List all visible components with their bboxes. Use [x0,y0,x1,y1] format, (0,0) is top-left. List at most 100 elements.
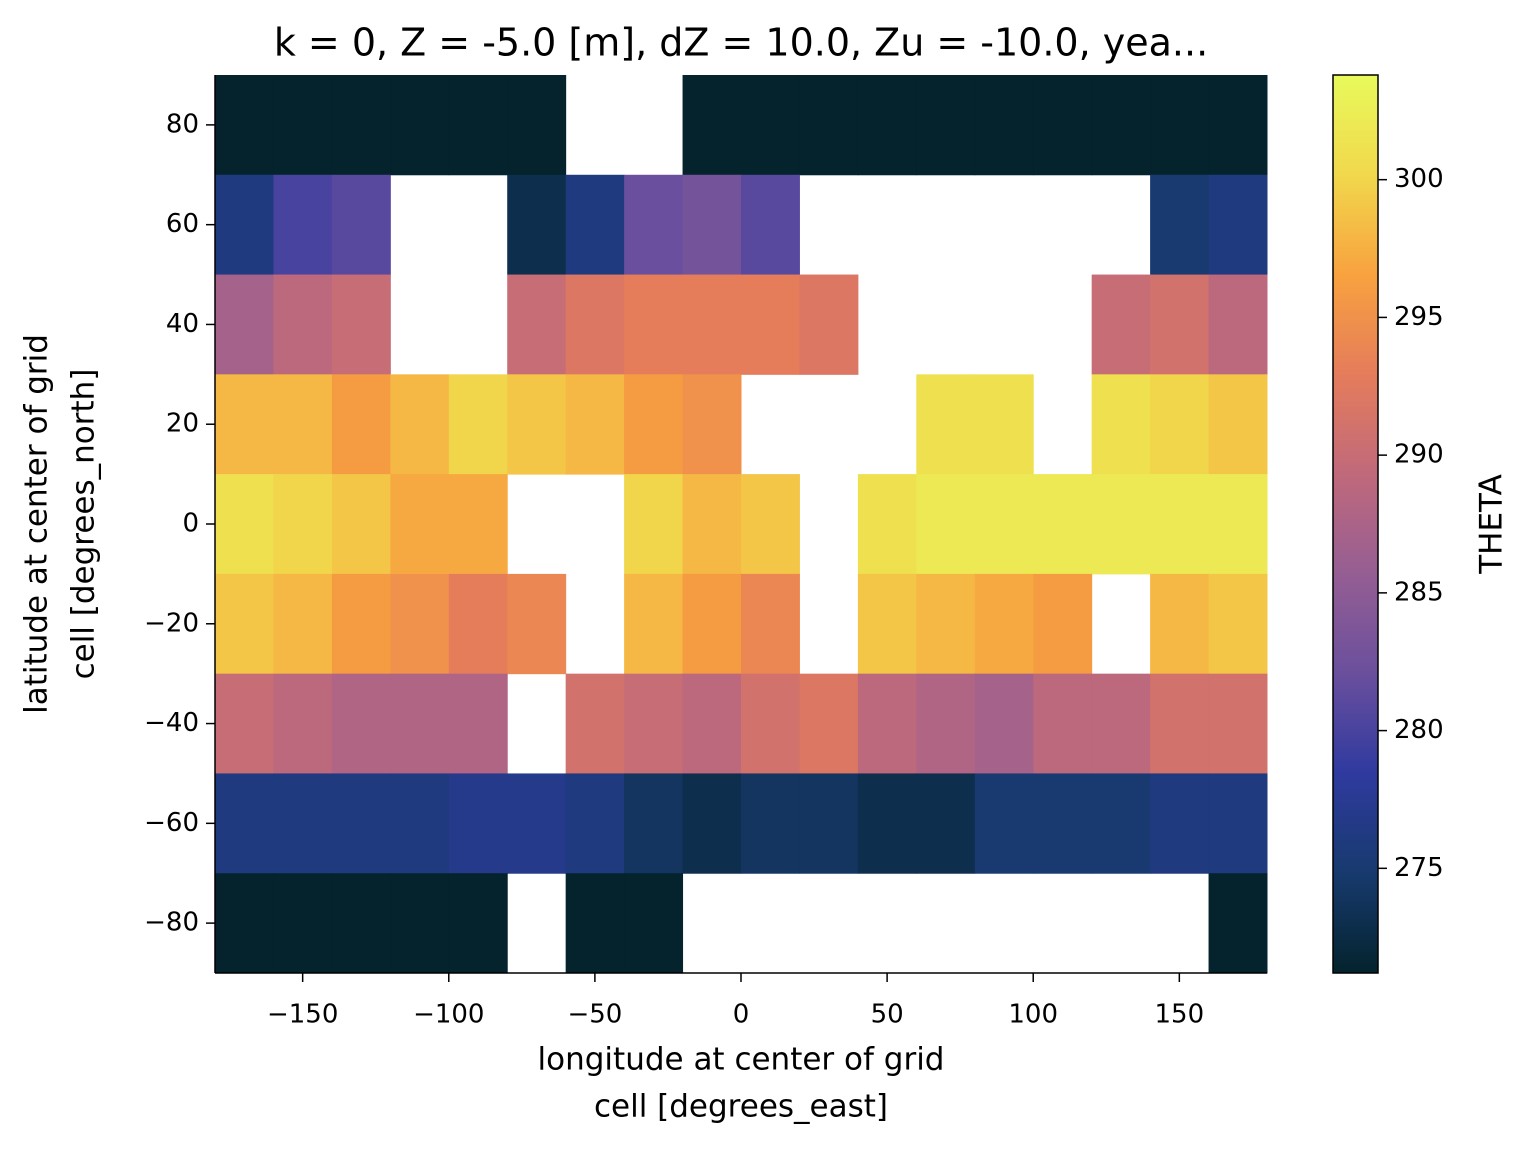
heatmap-cell [741,174,800,276]
heatmap-cell [390,773,450,874]
heatmap-cell [974,773,1034,874]
heatmap-cell [565,673,625,774]
heatmap-cell [215,474,274,575]
heatmap-cell [273,75,333,176]
heatmap-cell [682,773,742,874]
heatmap-cell [857,773,917,874]
heatmap-cell [273,274,333,375]
heatmap-cell [682,474,742,575]
heatmap-cell [215,274,274,375]
heatmap-cell [390,573,450,675]
heatmap-cell [799,75,859,176]
heatmap-cell [624,474,684,575]
heatmap-cell [507,274,567,375]
heatmap-cell [1091,274,1151,375]
heatmap-cell [916,673,976,774]
heatmap-cell [916,374,976,475]
heatmap-cell [857,75,917,176]
heatmap-cell [1091,474,1151,575]
heatmap-cell [1150,573,1210,675]
heatmap-cell [624,573,684,675]
heatmap-cell [507,573,567,675]
heatmap-cell [448,75,508,176]
heatmap-cell [974,573,1034,675]
heatmap-cell [273,174,333,276]
heatmap-cell [565,873,625,974]
heatmap-cell [273,474,333,575]
colorbar-tick-label: 280 [1394,715,1444,745]
heatmap-cell [624,873,684,974]
heatmap-cell [741,474,800,575]
heatmap-cell [974,75,1034,176]
heatmap-cell [1208,773,1268,874]
heatmap-cell [799,274,859,375]
heatmap-cell [857,474,917,575]
heatmap-cell [331,873,391,974]
heatmap-cell [741,573,800,675]
heatmap-cell [1033,673,1093,774]
heatmap-cell [390,75,450,176]
heatmap-cell [624,673,684,774]
y-tick-label: −80 [144,908,199,938]
heatmap-cell [741,75,800,176]
heatmap-cell [507,374,567,475]
heatmap-cell [331,673,391,774]
heatmap-cell [741,673,800,774]
x-tick-label: 50 [871,1000,904,1030]
heatmap-cell [624,274,684,375]
x-axis-label: longitude at center of grid [538,1042,945,1078]
heatmap-cell [215,873,274,974]
heatmap-cell [857,673,917,774]
heatmap-cell [215,374,274,475]
heatmap-cell [1033,773,1093,874]
heatmap-cell [624,174,684,276]
heatmap-cell [682,174,742,276]
heatmap-cell [448,673,508,774]
heatmap-cell [1150,374,1210,475]
heatmap-cell [1208,873,1268,974]
y-axis-label: latitude at center of grid [19,334,55,714]
x-tick-label: −100 [413,1000,484,1030]
x-tick-label: −50 [567,1000,622,1030]
x-axis-label: cell [degrees_east] [594,1089,888,1125]
heatmap-cell [1033,573,1093,675]
heatmap-cell [507,75,567,176]
y-tick-label: 80 [166,109,199,139]
heatmap-cell [1208,174,1268,276]
heatmap-cell [1150,75,1210,176]
heatmap-cell [1208,673,1268,774]
heatmap-cell [799,673,859,774]
heatmap-cell [331,474,391,575]
heatmap-cell [1208,474,1268,575]
heatmap-cell [1150,474,1210,575]
x-tick-label: 150 [1155,1000,1205,1030]
colorbar-label: THETA [1474,474,1510,575]
colorbar-tick-label: 290 [1394,440,1444,470]
heatmap-cell [1033,474,1093,575]
heatmap-cell [741,274,800,375]
heatmap-cell [1150,673,1210,774]
heatmap-cell [1091,75,1151,176]
heatmap-cell [215,573,274,675]
y-axis-label: cell [degrees_north] [66,369,102,680]
heatmap-cell [331,573,391,675]
y-tick-label: 0 [182,509,199,539]
colorbar-tick-label: 295 [1394,302,1444,332]
heatmap-cell [974,474,1034,575]
heatmap-cell [565,274,625,375]
heatmap-cell [1208,573,1268,675]
heatmap-cell [682,75,742,176]
heatmap-cell [1150,274,1210,375]
heatmap-cell [448,474,508,575]
colorbar-tick-label: 300 [1394,164,1444,194]
heatmap-cell [1208,75,1268,176]
heatmap-cell [624,374,684,475]
heatmap-cell [1208,374,1268,475]
heatmap-cell [331,274,391,375]
heatmap-cell [331,174,391,276]
heatmap-cell [682,274,742,375]
heatmap-cell [448,773,508,874]
heatmap-cell [565,374,625,475]
heatmap-cell [624,773,684,874]
